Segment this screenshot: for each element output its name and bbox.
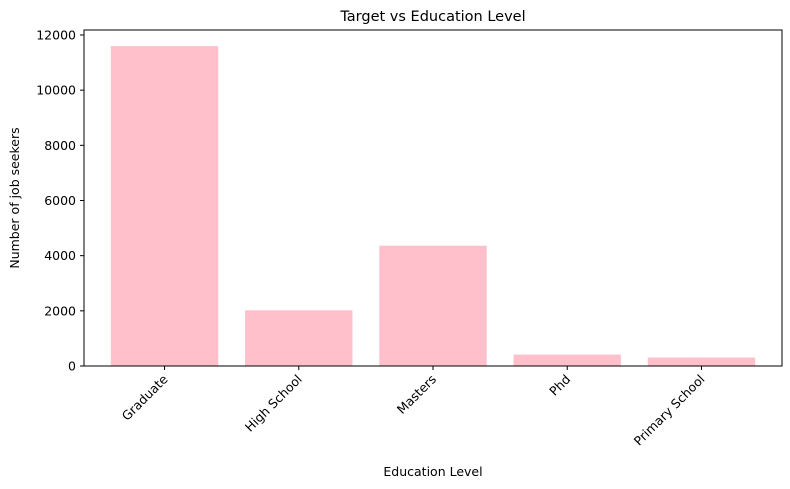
- bar-masters: [379, 245, 487, 366]
- bar-phd: [513, 354, 621, 366]
- x-tick-label: Primary School: [631, 372, 708, 449]
- y-tick-label: 0: [68, 359, 76, 374]
- x-tick-label: Graduate: [119, 371, 171, 423]
- x-tick-label: Phd: [546, 372, 573, 399]
- y-tick-label: 4000: [44, 248, 76, 263]
- plot-area-frame: [83, 29, 783, 367]
- bar-high-school: [245, 310, 353, 366]
- y-tick-label: 12000: [36, 28, 76, 43]
- y-tick-label: 6000: [44, 193, 76, 208]
- y-axis-ticks: 0 2000 4000 6000 8000 10000 12000: [36, 28, 84, 374]
- x-axis-ticks: Graduate High School Masters Phd Primary Sch…: [119, 366, 708, 448]
- bars-group: [110, 46, 756, 367]
- y-axis-label: Number of job seekers: [7, 127, 22, 268]
- chart-title: Target vs Education Level: [339, 9, 525, 25]
- y-tick-label: 2000: [44, 303, 76, 318]
- bar-graduate: [110, 46, 219, 367]
- x-tick-label: Masters: [394, 372, 439, 417]
- bar-primary-school: [647, 357, 756, 366]
- x-tick-label: High School: [242, 372, 305, 435]
- x-axis-label: Education Level: [383, 464, 482, 479]
- y-tick-label: 8000: [44, 138, 76, 153]
- y-tick-label: 10000: [36, 83, 76, 98]
